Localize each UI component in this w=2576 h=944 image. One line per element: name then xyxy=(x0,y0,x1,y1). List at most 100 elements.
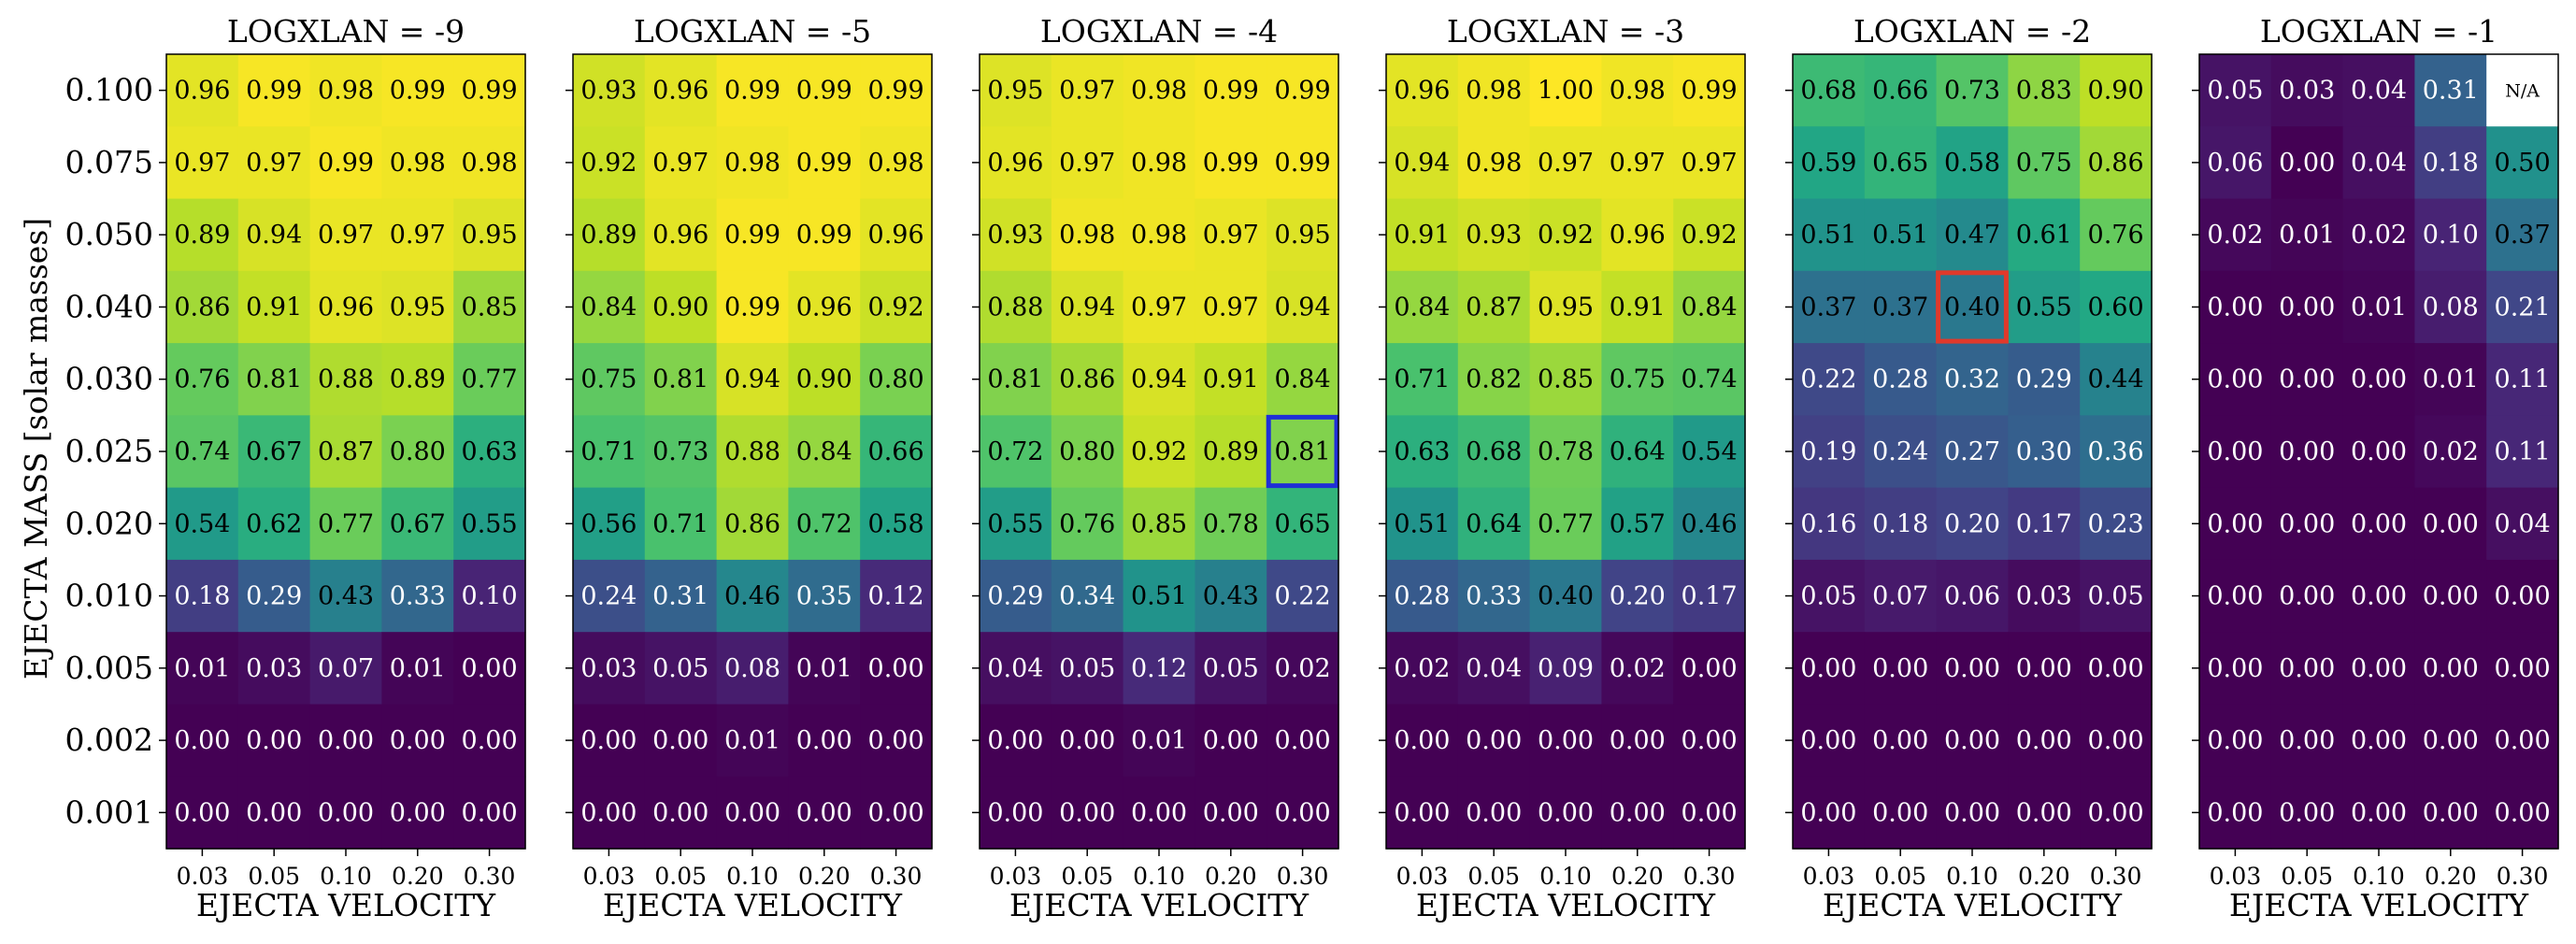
y-tick-label: 0.010 xyxy=(65,578,153,614)
heatmap-cell xyxy=(381,704,454,778)
heatmap-cell xyxy=(788,198,861,272)
cell-value: 0.00 xyxy=(1944,798,2000,827)
heatmap-cell xyxy=(2342,632,2415,706)
heatmap-cell xyxy=(2199,54,2272,127)
heatmap-cell xyxy=(1457,704,1531,778)
cell-value: 0.00 xyxy=(390,798,446,827)
heatmap-cell xyxy=(644,126,718,200)
heatmap-cell xyxy=(980,343,1052,416)
cell-value: 0.00 xyxy=(2279,582,2335,611)
heatmap-cell xyxy=(381,632,454,706)
heatmap-cell xyxy=(1673,776,1746,850)
cell-value: 0.80 xyxy=(390,437,446,466)
heatmap-cell xyxy=(166,126,239,200)
x-axis-label: EJECTA VELOCITY xyxy=(2229,887,2529,923)
cell-value: 0.51 xyxy=(1394,509,1450,538)
heatmap-cell xyxy=(381,487,454,561)
heatmap-cell xyxy=(1601,126,1674,200)
cell-value: 0.90 xyxy=(796,365,852,394)
cell-value: 0.10 xyxy=(2423,221,2479,250)
cell-value: 0.00 xyxy=(1275,798,1331,827)
cell-value: 0.33 xyxy=(390,582,446,611)
heatmap-cell xyxy=(381,415,454,489)
heatmap-cell xyxy=(1793,776,1866,850)
heatmap-cell xyxy=(1123,704,1195,778)
heatmap-cell xyxy=(1123,54,1195,127)
cell-value: 0.98 xyxy=(868,149,924,178)
cell-value: 0.96 xyxy=(796,293,852,322)
heatmap-cell xyxy=(1267,704,1339,778)
heatmap-cell xyxy=(1386,704,1459,778)
heatmap-cell xyxy=(716,270,789,344)
x-tick-label: 0.30 xyxy=(870,863,923,890)
cell-value: 0.71 xyxy=(1394,365,1450,394)
cell-value: 0.95 xyxy=(462,221,518,250)
cell-value: 0.96 xyxy=(1394,77,1450,106)
cell-value: 0.00 xyxy=(2351,654,2407,683)
x-axis-label: EJECTA VELOCITY xyxy=(1416,887,1716,923)
cell-value: 0.98 xyxy=(1610,77,1666,106)
cell-value: 0.92 xyxy=(580,149,637,178)
cell-value: 0.64 xyxy=(1610,437,1666,466)
cell-value: 0.00 xyxy=(1682,654,1738,683)
cell-value: 0.99 xyxy=(390,77,446,106)
heatmap-cell xyxy=(1051,632,1124,706)
heatmap-cell xyxy=(453,487,526,561)
heatmap-cell xyxy=(980,270,1052,344)
heatmap-cell xyxy=(381,54,454,127)
highlight-box xyxy=(1266,414,1339,489)
heatmap-cell xyxy=(1793,126,1866,200)
heatmap-cell xyxy=(1529,415,1602,489)
heatmap-cell xyxy=(166,198,239,272)
x-tick-label: 0.20 xyxy=(798,863,851,890)
cell-value: 0.17 xyxy=(1682,582,1738,611)
cell-value: 0.37 xyxy=(1800,293,1856,322)
heatmap-cell xyxy=(2008,559,2081,633)
y-tick-label: 0.005 xyxy=(65,650,153,686)
heatmap-cell xyxy=(237,632,311,706)
x-tick-label: 0.30 xyxy=(1277,863,1329,890)
heatmap-cell xyxy=(2342,487,2415,561)
cell-value: 0.84 xyxy=(1682,293,1738,322)
heatmap-cell xyxy=(1793,487,1866,561)
cell-value: 0.97 xyxy=(246,149,302,178)
heatmap-cell xyxy=(2008,343,2081,416)
cell-value: 0.92 xyxy=(1538,221,1594,250)
heatmap-cell xyxy=(309,343,382,416)
cell-value: 0.75 xyxy=(580,365,637,394)
heatmap-cell xyxy=(573,487,646,561)
heatmap-cell xyxy=(716,559,789,633)
cell-value: 0.99 xyxy=(724,221,780,250)
cell-value: 0.65 xyxy=(1872,149,1928,178)
cell-value: 0.95 xyxy=(390,293,446,322)
y-tick-label: 0.001 xyxy=(65,794,153,830)
cell-value: 0.94 xyxy=(1394,149,1450,178)
heatmap-cell xyxy=(1601,704,1674,778)
heatmap-cell xyxy=(2486,126,2559,200)
heatmap-cell xyxy=(980,704,1052,778)
heatmap-cell xyxy=(716,343,789,416)
heatmap-cell xyxy=(1601,776,1674,850)
heatmap-cell xyxy=(980,415,1052,489)
panels: LOGXLAN = -9 0.96 0.99 0.98 0.99 0.99 0.97 0.97… xyxy=(65,13,2559,923)
cell-value: 0.00 xyxy=(2279,798,2335,827)
heatmap-cell xyxy=(2342,126,2415,200)
heatmap-cell xyxy=(2199,270,2272,344)
heatmap-cell xyxy=(2008,54,2081,127)
cell-value: 0.28 xyxy=(1394,582,1450,611)
cell-value: 0.00 xyxy=(2088,654,2144,683)
cell-value: 0.01 xyxy=(2351,293,2407,322)
cell-value: 0.00 xyxy=(2495,726,2551,755)
heatmap-cell xyxy=(237,704,311,778)
heatmap-cell xyxy=(2199,704,2272,778)
cell-value: 0.98 xyxy=(724,149,780,178)
heatmap-cell xyxy=(237,415,311,489)
heatmap-cell xyxy=(1267,415,1339,489)
cell-value: 0.00 xyxy=(2423,509,2479,538)
heatmap-cell xyxy=(2414,126,2487,200)
cell-value: 0.94 xyxy=(1275,293,1331,322)
cell-value: 0.95 xyxy=(1275,221,1331,250)
cell-value: 0.04 xyxy=(2495,509,2551,538)
x-tick-label: 0.03 xyxy=(583,863,636,890)
cell-value: 0.73 xyxy=(652,437,708,466)
